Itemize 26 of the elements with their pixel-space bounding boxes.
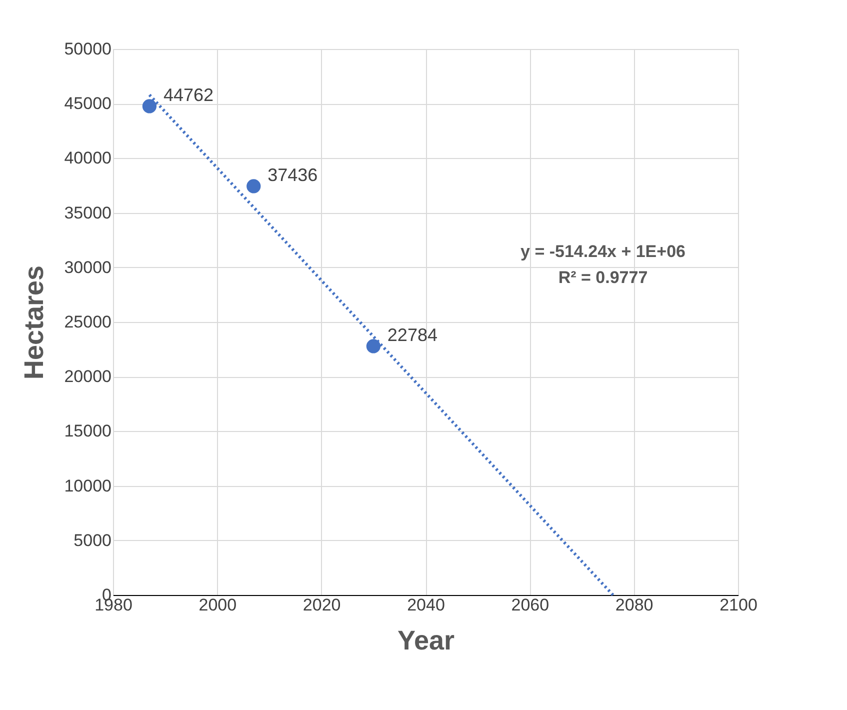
y-tick-label: 50000: [64, 40, 112, 58]
x-tick-label: 2000: [198, 596, 237, 614]
x-tick-label: 2060: [511, 596, 550, 614]
data-label: 37436: [268, 165, 318, 186]
x-tick-label: 2100: [720, 596, 758, 614]
data-label: 22784: [387, 325, 438, 346]
y-tick-label: 45000: [64, 94, 112, 114]
x-axis-title: Year: [397, 626, 456, 656]
y-tick-label: 35000: [64, 203, 112, 222]
y-tick-label: 10000: [64, 476, 112, 496]
x-tick-label: 2040: [407, 596, 445, 614]
data-label: 44762: [163, 85, 214, 106]
y-tick-label: 40000: [64, 148, 112, 168]
point: [246, 179, 261, 194]
y-tick-label: 25000: [64, 312, 112, 332]
annotation: y = -514.24x + 1E+06: [520, 242, 686, 261]
x-tick-label: 2020: [302, 596, 341, 614]
y-tick-label: 15000: [64, 422, 112, 441]
point: [366, 339, 380, 354]
x-tick-label: 2080: [615, 596, 654, 614]
point: [142, 99, 157, 114]
y-tick-label: 30000: [64, 258, 112, 277]
y-tick-label: 5000: [74, 530, 112, 550]
annotation: R² = 0.9777: [558, 268, 648, 287]
y-tick-label: 20000: [64, 367, 112, 386]
y-axis-title: Hectares: [19, 265, 50, 380]
